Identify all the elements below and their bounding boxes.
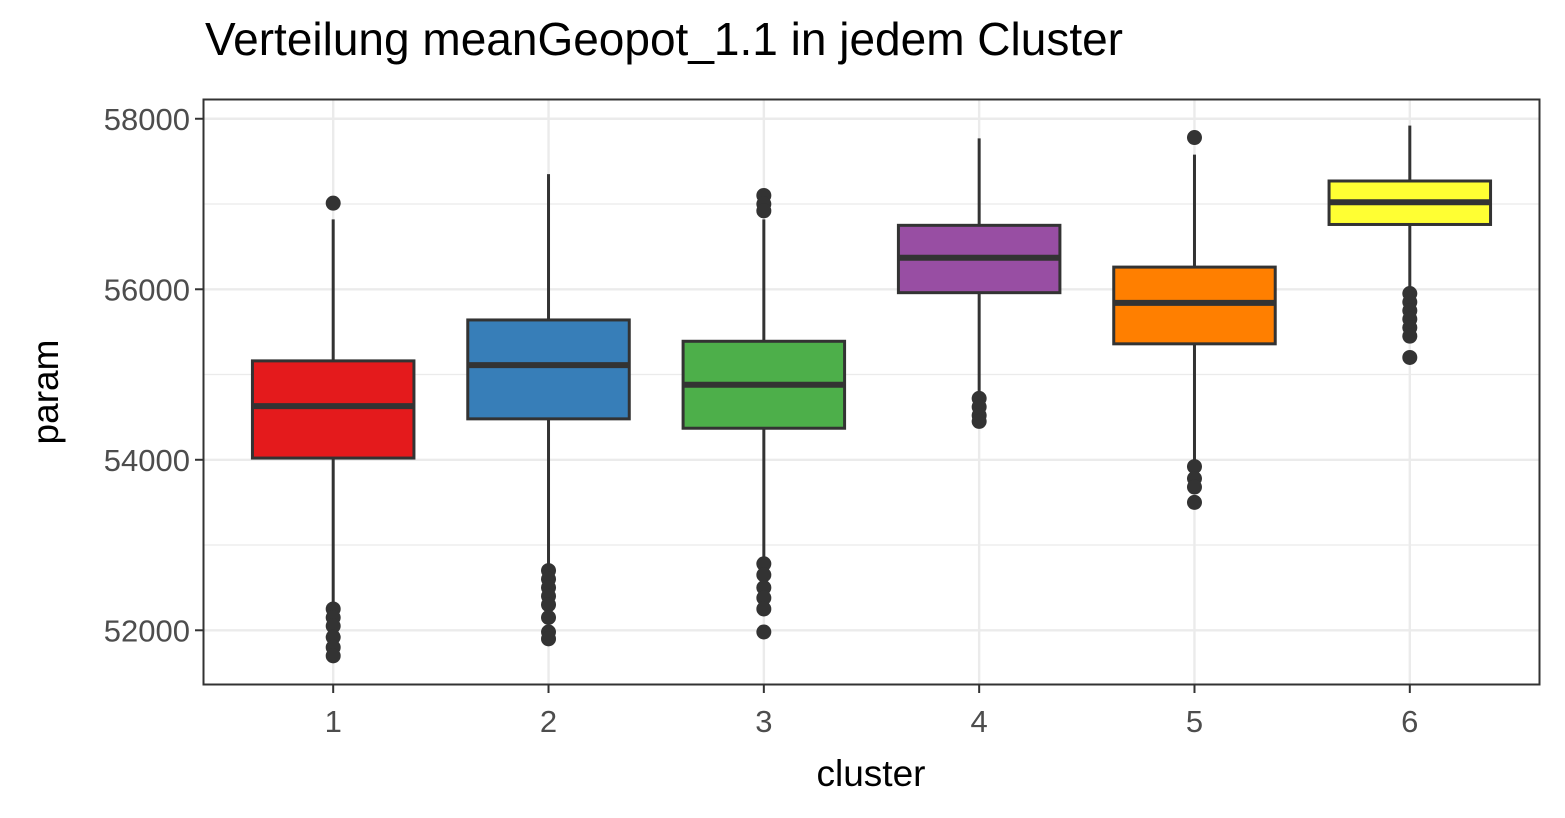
outlier-point — [756, 203, 772, 219]
outlier-point — [1186, 479, 1202, 495]
outlier-point — [1186, 130, 1202, 146]
box-6 — [1327, 125, 1493, 365]
x-tick-label: 1 — [325, 704, 342, 739]
y-tick-label: 52000 — [104, 613, 190, 648]
box-2 — [466, 174, 631, 647]
outlier-point — [1402, 328, 1418, 344]
outlier-point — [756, 624, 772, 640]
outlier-point — [1186, 459, 1202, 475]
outlier-point — [1186, 494, 1202, 510]
outlier-point — [325, 618, 341, 634]
box-series — [250, 125, 1493, 664]
y-axis-title: param — [25, 340, 66, 445]
box-body — [466, 318, 631, 421]
box-body — [250, 359, 416, 460]
y-tick-label: 54000 — [104, 443, 190, 478]
outlier-point — [541, 631, 557, 647]
box-4 — [896, 138, 1062, 429]
box-3 — [681, 187, 847, 640]
y-tick-label: 58000 — [104, 102, 190, 137]
outlier-point — [541, 597, 557, 613]
box-1 — [250, 195, 416, 664]
x-tick-label: 2 — [540, 704, 557, 739]
outlier-point — [756, 567, 772, 583]
outlier-point — [756, 590, 772, 606]
outlier-point — [1402, 349, 1418, 365]
axes: 52000 54000 56000 58000 1 2 3 4 5 6 — [104, 102, 1419, 739]
outlier-point — [756, 556, 772, 572]
panel-border — [202, 98, 1541, 686]
grid-lines — [204, 100, 1539, 684]
x-tick-label: 4 — [971, 704, 988, 739]
x-tick-label: 5 — [1186, 704, 1203, 739]
outlier-point — [325, 195, 341, 211]
x-axis-title: cluster — [817, 753, 926, 794]
y-tick-label: 56000 — [104, 272, 190, 307]
x-tick-label: 6 — [1401, 704, 1418, 739]
outlier-point — [971, 413, 987, 429]
chart-title: Verteilung meanGeopot_1.1 in jedem Clust… — [205, 13, 1124, 65]
outlier-point — [325, 648, 341, 664]
outlier-point — [756, 601, 772, 617]
outlier-point — [541, 610, 557, 626]
box-5 — [1112, 130, 1277, 510]
x-tick-label: 3 — [755, 704, 772, 739]
panel-background — [204, 100, 1539, 684]
